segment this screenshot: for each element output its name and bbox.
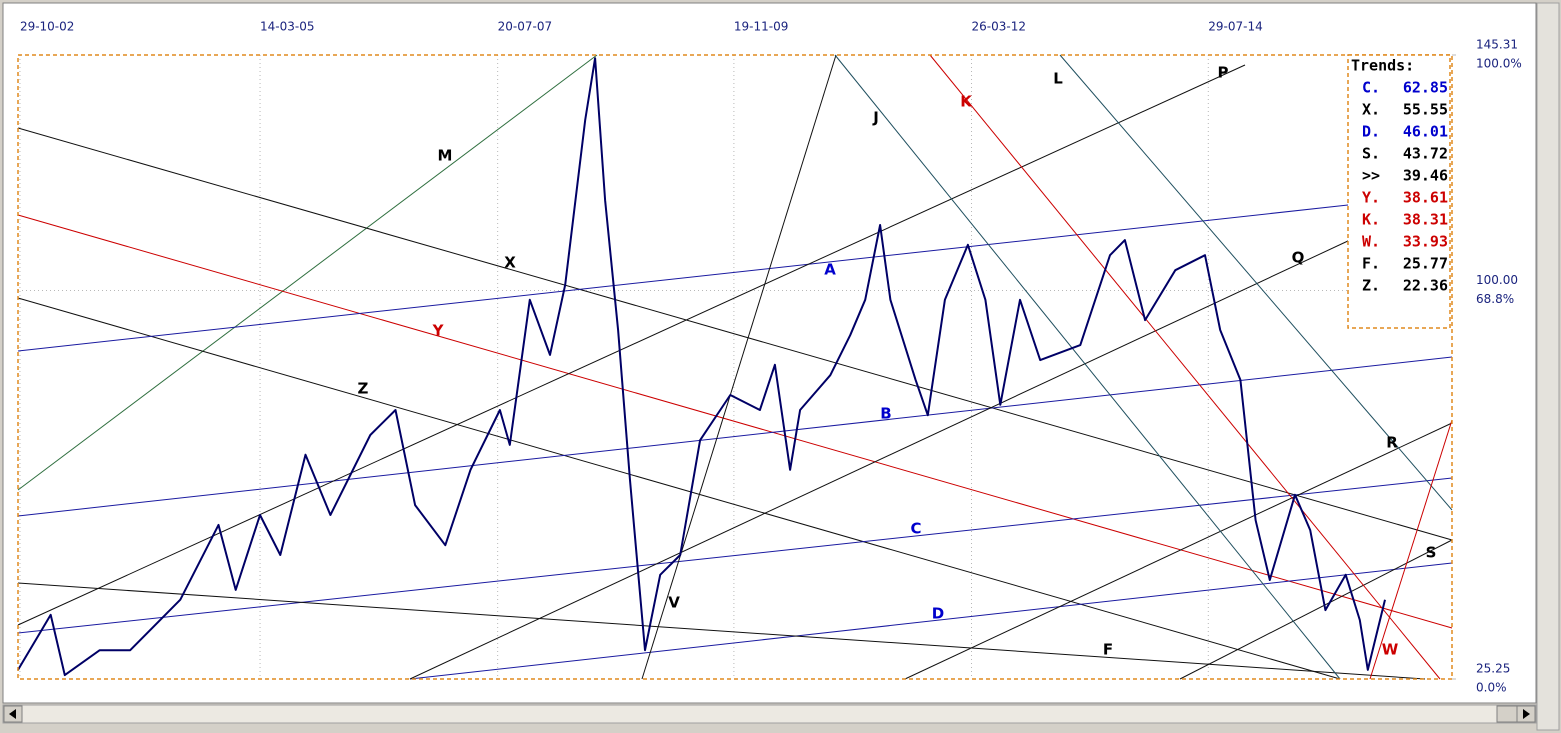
trend-line [409,239,1351,680]
trend-label: V [668,594,680,612]
trend-name: K. [1362,211,1380,229]
trend-label: B [880,405,891,423]
x-tick-label: 19-11-09 [734,20,788,34]
trend-lines [17,54,1453,680]
trend-value: 38.61 [1403,189,1448,207]
trend-label: P [1218,64,1229,82]
trend-value: 46.01 [1403,123,1448,141]
y-tick-label: 100.00 [1476,273,1518,287]
x-tick-label: 14-03-05 [260,20,314,34]
trend-label: X [504,254,516,272]
trend-line [17,297,1341,680]
trend-label: R [1386,434,1398,452]
trend-label: S [1426,544,1437,562]
trend-label: Z [358,380,369,398]
trend-value: 55.55 [1403,101,1448,119]
trend-label: K [960,93,973,111]
trend-table-box [1347,54,1451,329]
trend-line [1059,54,1453,511]
trend-line [1369,419,1453,680]
y-tick-percent-label: 68.8% [1476,292,1514,306]
trend-label: W [1382,641,1399,659]
trend-line [904,422,1453,680]
trend-line [17,64,1246,626]
x-tick-label: 29-07-14 [1208,20,1262,34]
arrow-icon [1523,709,1530,719]
trend-label: A [824,261,836,279]
trend-label: Q [1292,249,1305,267]
trend-line [17,477,1453,634]
x-tick-label: 29-10-02 [20,20,74,34]
trend-label: C [910,520,921,538]
trend-value: 33.93 [1403,233,1448,251]
price-line [17,57,1386,677]
chart-canvas [2,2,1537,704]
trend-label: J [872,109,879,127]
trend-table-title: Trends: [1351,57,1414,75]
trend-name: C. [1362,79,1380,97]
trend-label: M [438,147,453,165]
trend-line [641,54,837,680]
trend-line [17,127,1453,541]
trend-name: Y. [1362,189,1380,207]
right-panel [1536,2,1560,731]
trend-table: Trends: C. 62.85 X. 55.55 D. 46.01 S. 43.72 >> 39… [1347,54,1451,329]
trend-line [834,54,1341,680]
trend-name: S. [1362,145,1380,163]
y-tick-percent-label: 0.0% [1476,681,1507,695]
trend-label: L [1053,70,1063,88]
trend-line [929,54,1441,680]
data-layer: M X Y Z A B C D F J V K L P Q R S W [17,57,1437,677]
trend-line [17,356,1453,517]
scrollbar[interactable] [2,704,1537,724]
trend-label: Y [432,322,445,340]
trend-line [409,562,1453,680]
trend-name: D. [1362,123,1380,141]
trend-name: X. [1362,101,1380,119]
trend-line [17,54,598,491]
y-tick-percent-label: 100.0% [1476,57,1522,71]
trend-label: D [932,605,944,623]
trend-name: W. [1362,233,1380,251]
trend-value: 62.85 [1403,79,1448,97]
trend-value: 39.46 [1403,167,1448,185]
x-tick-label: 20-07-07 [498,20,552,34]
grid: 29-10-02 14-03-05 20-07-07 19-11-09 26-03-12… [18,20,1522,695]
trend-name: F. [1362,255,1380,273]
y-tick-label: 145.31 [1476,38,1518,52]
trend-name: >> [1362,167,1380,185]
arrow-icon [9,709,16,719]
scroll-track[interactable] [2,704,1537,724]
trend-value: 38.31 [1403,211,1448,229]
trend-line [17,214,1453,629]
trend-value: 43.72 [1403,145,1448,163]
trend-line [17,582,1426,680]
trend-value: 22.36 [1403,277,1448,295]
y-tick-label: 25.25 [1476,662,1510,676]
trend-label: F [1103,641,1113,659]
x-tick-label: 26-03-12 [972,20,1026,34]
trend-name: Z. [1362,277,1380,295]
trend-line [17,204,1349,352]
trend-value: 25.77 [1403,255,1448,273]
plot-border [17,54,1453,680]
